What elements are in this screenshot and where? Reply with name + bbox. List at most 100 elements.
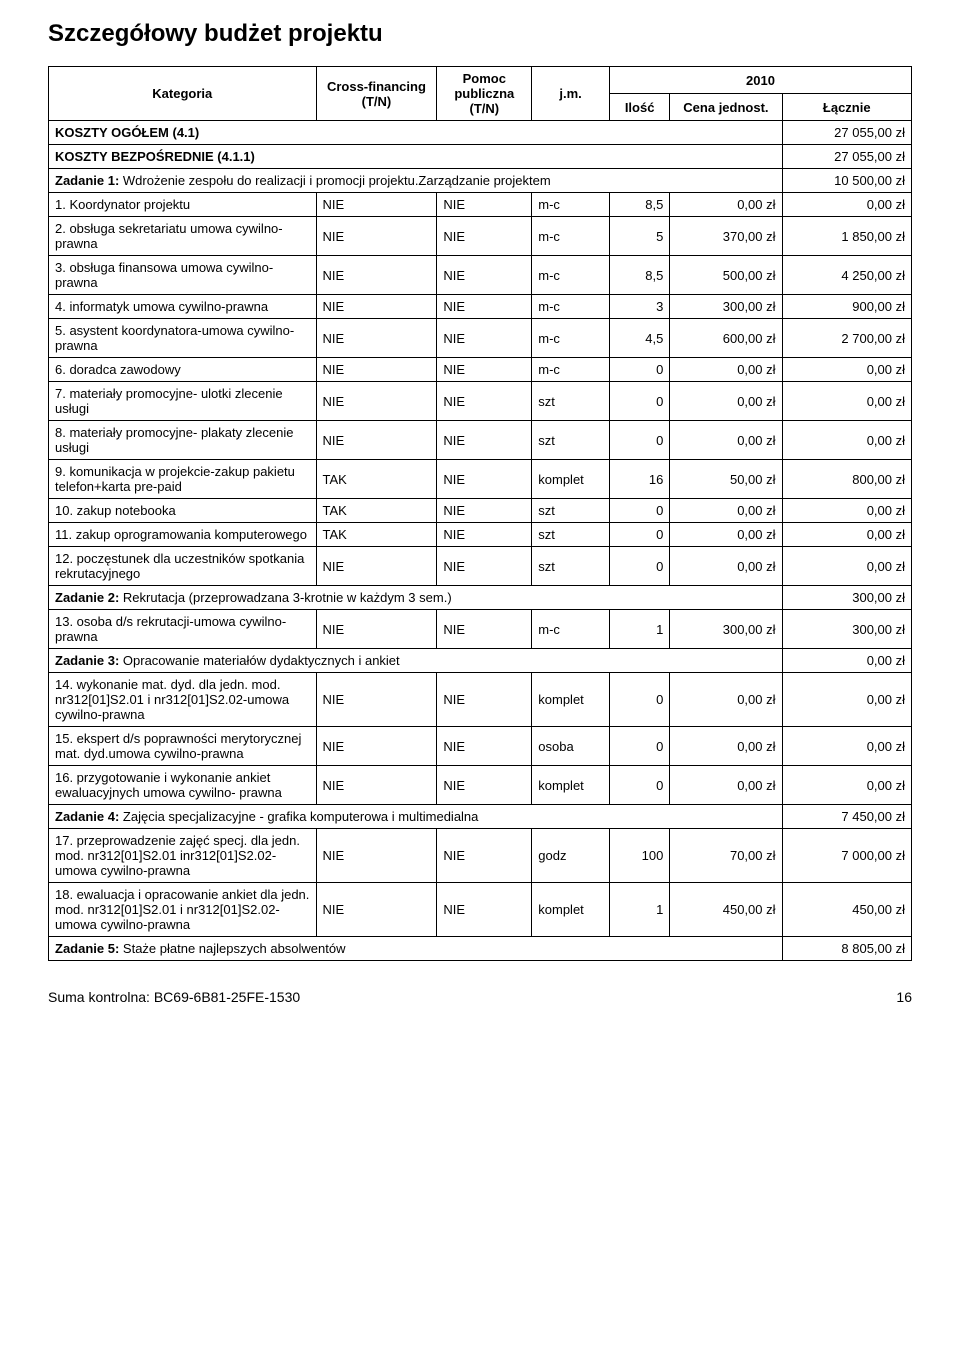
th-lacznie: Łącznie	[782, 94, 911, 121]
table-row: 6. doradca zawodowyNIENIEm-c00,00 zł0,00…	[49, 358, 912, 382]
cell-jm: m-c	[532, 217, 610, 256]
cell-pomoc: NIE	[437, 460, 532, 499]
cell-crossfin: NIE	[316, 547, 437, 586]
section-label: Zadanie 1: Wdrożenie zespołu do realizac…	[49, 169, 783, 193]
cell-cena: 0,00 zł	[670, 673, 782, 727]
cell-pomoc: NIE	[437, 421, 532, 460]
cell-pomoc: NIE	[437, 610, 532, 649]
table-row: 14. wykonanie mat. dyd. dla jedn. mod. n…	[49, 673, 912, 727]
cell-ilosc: 0	[609, 358, 669, 382]
cell-crossfin: NIE	[316, 673, 437, 727]
th-cena: Cena jednost.	[670, 94, 782, 121]
table-row: 16. przygotowanie i wykonanie ankiet ewa…	[49, 766, 912, 805]
cell-category: 15. ekspert d/s poprawności merytoryczne…	[49, 727, 317, 766]
cell-cena: 50,00 zł	[670, 460, 782, 499]
cell-jm: godz	[532, 829, 610, 883]
cell-ilosc: 16	[609, 460, 669, 499]
cell-jm: osoba	[532, 727, 610, 766]
cell-category: 14. wykonanie mat. dyd. dla jedn. mod. n…	[49, 673, 317, 727]
section-row: Zadanie 1: Wdrożenie zespołu do realizac…	[49, 169, 912, 193]
cell-pomoc: NIE	[437, 217, 532, 256]
cell-pomoc: NIE	[437, 883, 532, 937]
cell-cena: 0,00 zł	[670, 547, 782, 586]
cell-ilosc: 3	[609, 295, 669, 319]
cell-pomoc: NIE	[437, 523, 532, 547]
cell-lacznie: 0,00 zł	[782, 673, 911, 727]
table-row: 4. informatyk umowa cywilno-prawnaNIENIE…	[49, 295, 912, 319]
cell-category: 2. obsługa sekretariatu umowa cywilno-pr…	[49, 217, 317, 256]
section-label: KOSZTY BEZPOŚREDNIE (4.1.1)	[49, 145, 783, 169]
section-value: 0,00 zł	[782, 649, 911, 673]
section-value: 7 450,00 zł	[782, 805, 911, 829]
page-number: 16	[896, 989, 912, 1005]
section-value: 27 055,00 zł	[782, 121, 911, 145]
cell-ilosc: 1	[609, 610, 669, 649]
cell-lacznie: 300,00 zł	[782, 610, 911, 649]
cell-ilosc: 0	[609, 673, 669, 727]
cell-lacznie: 7 000,00 zł	[782, 829, 911, 883]
cell-lacznie: 0,00 zł	[782, 382, 911, 421]
cell-cena: 0,00 zł	[670, 523, 782, 547]
cell-crossfin: NIE	[316, 358, 437, 382]
cell-jm: komplet	[532, 460, 610, 499]
cell-category: 8. materiały promocyjne- plakaty zleceni…	[49, 421, 317, 460]
cell-lacznie: 800,00 zł	[782, 460, 911, 499]
cell-cena: 0,00 zł	[670, 421, 782, 460]
cell-category: 16. przygotowanie i wykonanie ankiet ewa…	[49, 766, 317, 805]
budget-table: Kategoria Cross-financing (T/N) Pomoc pu…	[48, 66, 912, 961]
cell-jm: m-c	[532, 295, 610, 319]
cell-category: 1. Koordynator projektu	[49, 193, 317, 217]
cell-cena: 450,00 zł	[670, 883, 782, 937]
cell-jm: komplet	[532, 673, 610, 727]
cell-crossfin: NIE	[316, 766, 437, 805]
cell-pomoc: NIE	[437, 547, 532, 586]
table-row: 13. osoba d/s rekrutacji-umowa cywilno-p…	[49, 610, 912, 649]
cell-crossfin: NIE	[316, 829, 437, 883]
checksum: Suma kontrolna: BC69-6B81-25FE-1530	[48, 989, 300, 1005]
cell-category: 13. osoba d/s rekrutacji-umowa cywilno-p…	[49, 610, 317, 649]
cell-jm: szt	[532, 547, 610, 586]
table-row: 3. obsługa finansowa umowa cywilno- praw…	[49, 256, 912, 295]
section-label: Zadanie 5: Staże płatne najlepszych abso…	[49, 937, 783, 961]
cell-lacznie: 0,00 zł	[782, 523, 911, 547]
table-row: 9. komunikacja w projekcie-zakup pakietu…	[49, 460, 912, 499]
cell-crossfin: NIE	[316, 295, 437, 319]
cell-lacznie: 0,00 zł	[782, 727, 911, 766]
cell-pomoc: NIE	[437, 766, 532, 805]
cell-cena: 0,00 zł	[670, 382, 782, 421]
cell-cena: 300,00 zł	[670, 610, 782, 649]
table-row: 8. materiały promocyjne- plakaty zleceni…	[49, 421, 912, 460]
cell-category: 18. ewaluacja i opracowanie ankiet dla j…	[49, 883, 317, 937]
cell-ilosc: 8,5	[609, 256, 669, 295]
cell-jm: szt	[532, 523, 610, 547]
cell-crossfin: TAK	[316, 499, 437, 523]
cell-crossfin: NIE	[316, 727, 437, 766]
cell-ilosc: 0	[609, 382, 669, 421]
cell-jm: m-c	[532, 358, 610, 382]
cell-pomoc: NIE	[437, 829, 532, 883]
cell-crossfin: TAK	[316, 523, 437, 547]
table-row: 10. zakup notebookaTAKNIEszt00,00 zł0,00…	[49, 499, 912, 523]
cell-jm: m-c	[532, 256, 610, 295]
section-row: Zadanie 4: Zajęcia specjalizacyjne - gra…	[49, 805, 912, 829]
cell-cena: 0,00 zł	[670, 499, 782, 523]
cell-category: 3. obsługa finansowa umowa cywilno- praw…	[49, 256, 317, 295]
cell-crossfin: NIE	[316, 883, 437, 937]
cell-cena: 300,00 zł	[670, 295, 782, 319]
section-row: Zadanie 2: Rekrutacja (przeprowadzana 3-…	[49, 586, 912, 610]
section-value: 8 805,00 zł	[782, 937, 911, 961]
cell-category: 17. przeprowadzenie zajęć specj. dla jed…	[49, 829, 317, 883]
cell-jm: m-c	[532, 319, 610, 358]
cell-crossfin: NIE	[316, 382, 437, 421]
cell-cena: 0,00 zł	[670, 193, 782, 217]
cell-lacznie: 900,00 zł	[782, 295, 911, 319]
section-value: 10 500,00 zł	[782, 169, 911, 193]
cell-jm: m-c	[532, 193, 610, 217]
table-row: 11. zakup oprogramowania komputerowegoTA…	[49, 523, 912, 547]
th-ilosc: Ilość	[609, 94, 669, 121]
cell-cena: 0,00 zł	[670, 358, 782, 382]
table-row: 12. poczęstunek dla uczestników spotkani…	[49, 547, 912, 586]
cell-ilosc: 1	[609, 883, 669, 937]
cell-jm: szt	[532, 382, 610, 421]
th-crossfin: Cross-financing (T/N)	[316, 67, 437, 121]
